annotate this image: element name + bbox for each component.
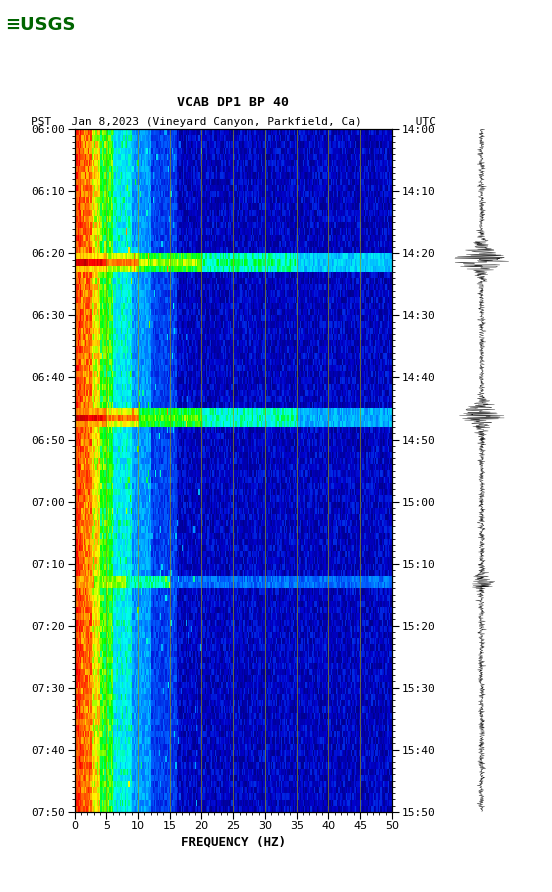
X-axis label: FREQUENCY (HZ): FREQUENCY (HZ) [181, 836, 286, 848]
Text: PST   Jan 8,2023 (Vineyard Canyon, Parkfield, Ca)        UTC: PST Jan 8,2023 (Vineyard Canyon, Parkfie… [31, 117, 436, 127]
Text: VCAB DP1 BP 40: VCAB DP1 BP 40 [177, 95, 289, 109]
Text: ≡USGS: ≡USGS [6, 16, 76, 34]
